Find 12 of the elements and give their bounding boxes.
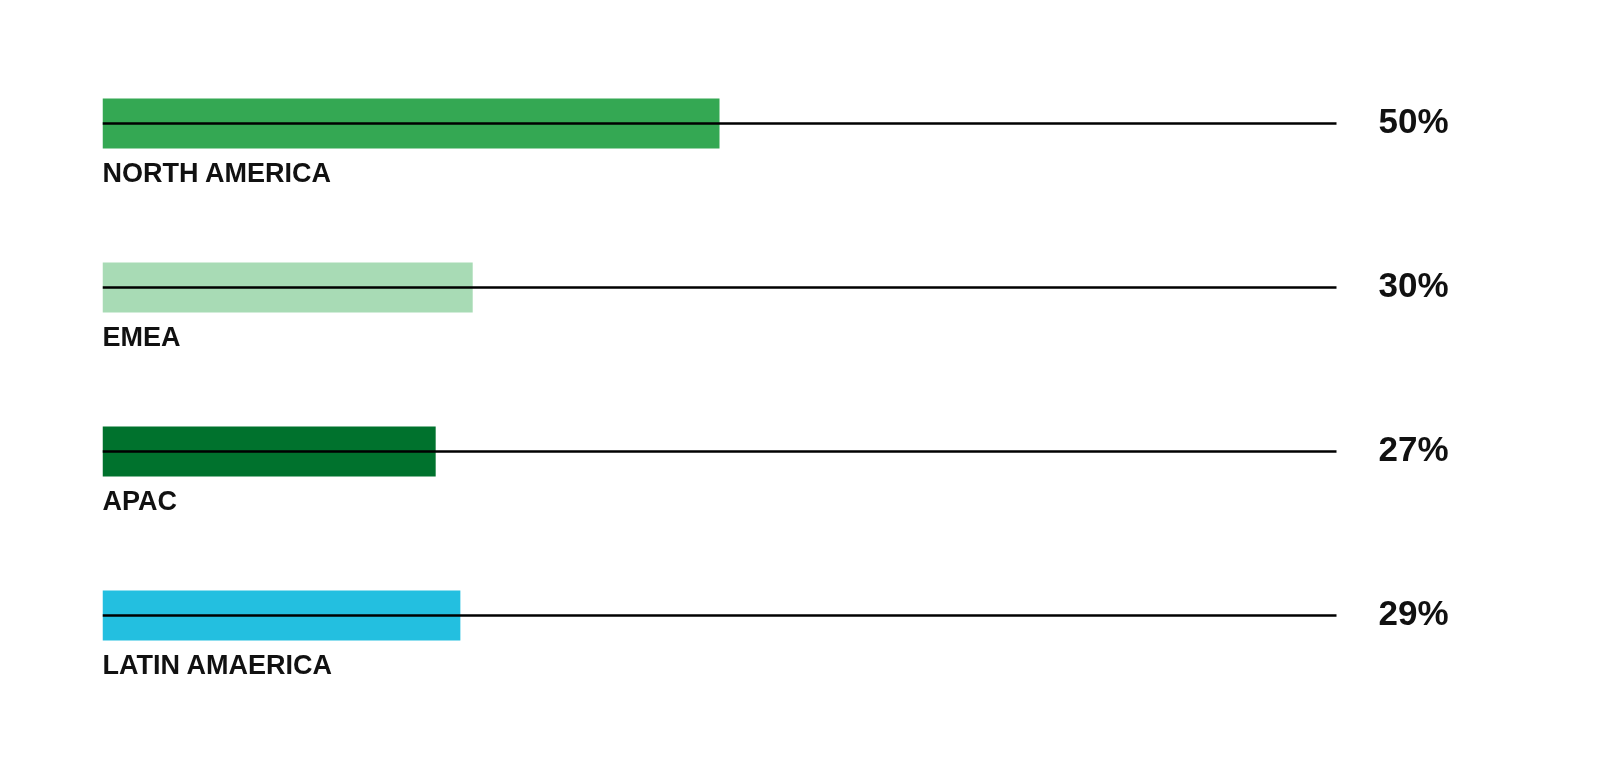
y-tick-label: EMEA [102,321,181,352]
y-tick-label: LATIN AMAERICA [102,649,332,680]
data-label: 30% [1378,264,1449,304]
data-label: 27% [1378,428,1449,468]
bar [102,98,720,149]
bar [102,426,436,477]
data-label: 29% [1378,592,1449,632]
y-tick-label: APAC [102,485,178,516]
bar [102,262,473,313]
y-tick-label: NORTH AMERICA [102,157,331,188]
data-label: 50% [1378,100,1449,140]
bar [102,590,461,641]
